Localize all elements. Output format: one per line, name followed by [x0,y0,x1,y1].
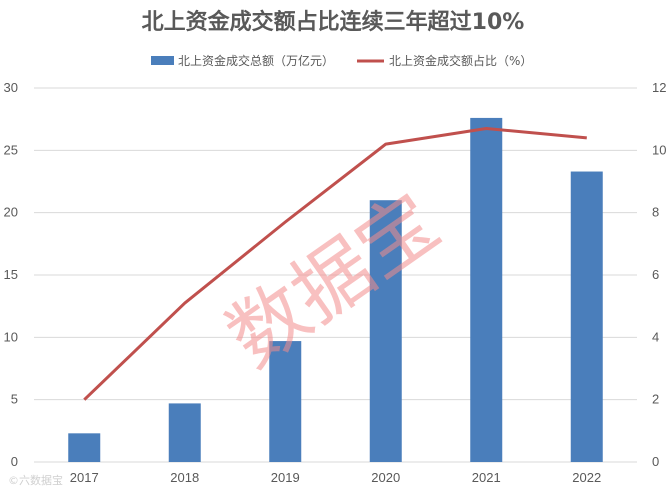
y-left-tick-label: 0 [11,454,18,469]
legend-label-line: 北上资金成交额占比（%） [389,53,532,68]
bar [570,171,603,462]
y-left-tick-label: 15 [4,267,18,282]
bar [269,341,302,462]
y-right-tick-label: 6 [652,267,659,282]
x-axis: 2017 2018 2019 2020 2021 2022 [70,470,601,485]
watermark-stamp: 数据宝 [212,177,455,385]
y-left-tick-label: 20 [4,205,18,220]
bar [369,200,402,462]
bar [68,433,101,462]
legend-swatch-bar [151,56,174,65]
x-tick-label: 2017 [70,470,99,485]
legend-label-bar: 北上资金成交总额（万亿元） [178,53,334,68]
y-right-tick-label: 4 [652,329,659,344]
x-tick-label: 2019 [271,470,300,485]
y-left-tick-label: 10 [4,329,18,344]
bar [470,117,503,463]
line-series-path [83,127,587,401]
credit-text: ©六数据宝 [8,473,63,487]
x-tick-label: 2020 [371,470,400,485]
left-axis: 0 5 10 15 20 25 30 [4,80,18,469]
bars [68,117,603,463]
y-right-tick-label: 10 [652,142,666,157]
y-left-tick-label: 25 [4,142,18,157]
right-axis: 0 2 4 6 8 10 12 [652,80,666,469]
y-right-tick-label: 8 [652,205,659,220]
x-tick-label: 2022 [572,470,601,485]
y-right-tick-label: 12 [652,80,666,95]
y-left-tick-label: 5 [11,392,18,407]
x-tick-label: 2018 [170,470,199,485]
bar [168,403,201,462]
y-right-tick-label: 0 [652,454,659,469]
grid [34,87,637,463]
x-tick-label: 2021 [472,470,501,485]
legend: 北上资金成交总额（万亿元） 北上资金成交额占比（%） [151,53,532,68]
chart-title: 北上资金成交额占比连续三年超过10% [142,9,525,35]
y-right-tick-label: 2 [652,392,659,407]
y-left-tick-label: 30 [4,80,18,95]
